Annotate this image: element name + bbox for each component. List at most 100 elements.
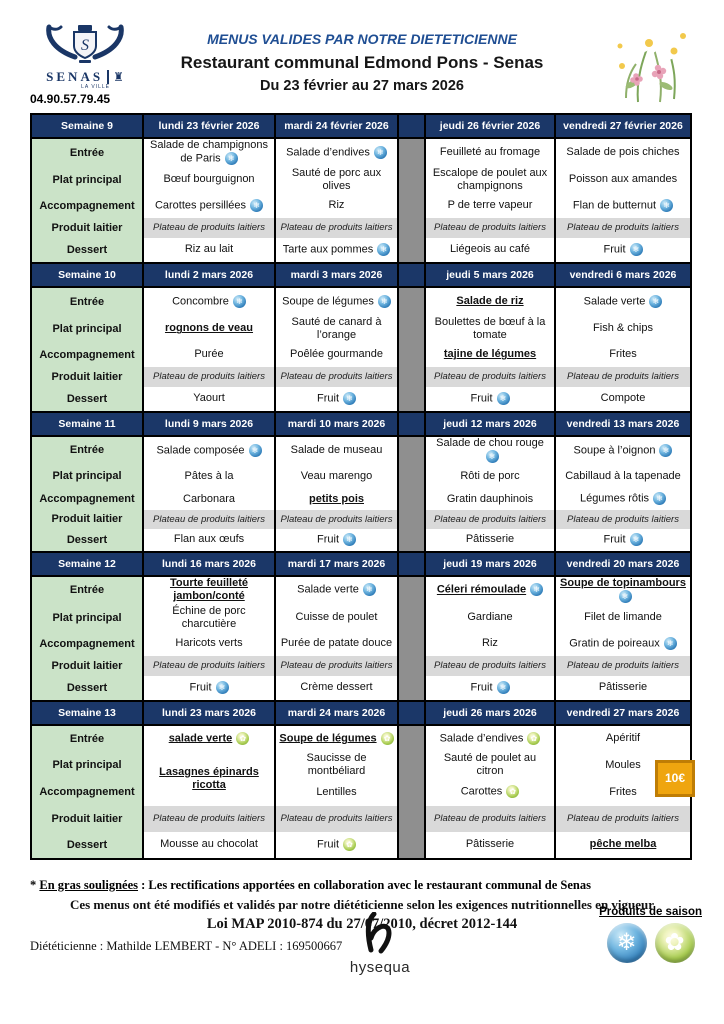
menu-item-text: P de terre vapeur: [447, 199, 533, 212]
day-header: lundi 2 mars 2026: [142, 263, 276, 288]
season-flower-icon: ✿: [527, 731, 541, 745]
menu-cell: Compote: [554, 387, 692, 412]
menu-cell: Pâtisserie: [424, 831, 556, 859]
menu-cell: salade verte ✿: [142, 724, 276, 752]
price-badge: 10€: [655, 759, 695, 797]
menu-week-table: Semaine 11 lundi 9 mars 2026 mardi 10 mars…: [30, 411, 692, 553]
logo-subtitle: LA VILLE: [81, 84, 110, 90]
menu-item-text: Mousse au chocolat: [160, 838, 258, 851]
menu-week-table: Semaine 12 lundi 16 mars 2026 mardi 17 mar…: [30, 550, 692, 702]
menu-cell: Fish & chips: [554, 315, 692, 343]
menu-cell: Soupe de légumes ❄: [274, 287, 399, 315]
document-header: S SENAS ♜ LA VILLE MENUS VALIDES PAR NOT…: [0, 0, 724, 112]
snowflake-icon: ❄: [377, 294, 391, 308]
week-name-header: Semaine 9: [30, 114, 144, 139]
day-header: vendredi 27 mars 2026: [554, 700, 692, 726]
menu-item-text: Sauté de poulet au citron: [443, 752, 537, 778]
menu-item-text: Apéritif: [605, 732, 641, 745]
menu-item-text: Riz au lait: [184, 243, 234, 256]
menu-item-text: Pâtisserie: [465, 838, 515, 851]
gap-column: [397, 287, 426, 412]
menu-cell: Salade de chou rouge❄: [424, 436, 556, 464]
menu-cell: Liégeois au café: [424, 238, 556, 263]
season-flower-icon: ✿: [236, 731, 250, 745]
day-header: lundi 23 mars 2026: [142, 700, 276, 726]
menu-cell: Rôti de porc: [424, 463, 556, 489]
gap-header: [397, 412, 426, 437]
tower-icon: ♜: [113, 70, 124, 84]
menu-item-text: Veau marengo: [300, 469, 373, 482]
day-header: jeudi 12 mars 2026: [424, 412, 556, 437]
menu-cell: Salade d’endives ✿: [424, 724, 556, 752]
menu-cell: Fruit ❄: [142, 675, 276, 701]
menu-item-text: petits pois: [308, 492, 364, 505]
menu-item-text: Gratin de poireaux: [569, 637, 660, 650]
menu-cell: Lentilles: [274, 778, 399, 806]
day-header: lundi 9 mars 2026: [142, 412, 276, 437]
row-label: Dessert: [30, 238, 144, 263]
menu-cell: Salade verte ❄: [274, 575, 399, 604]
menu-item-text: Lasagnes épinards ricotta: [159, 765, 259, 791]
menu-cell: Tourte feuilleté jambon/conté: [142, 575, 276, 604]
menu-week-table: Semaine 10 lundi 2 mars 2026 mardi 3 mars …: [30, 262, 692, 413]
week-name-header: Semaine 12: [30, 551, 144, 577]
snowflake-icon: ❄: [629, 532, 643, 546]
snowflake-icon: ❄: [343, 532, 356, 546]
winter-snowflake-icon: ❄: [606, 923, 647, 963]
week-name-header: Semaine 13: [30, 700, 144, 726]
menu-cell: Yaourt: [142, 387, 276, 412]
gap-header: [397, 700, 426, 726]
law-reference: Loi MAP 2010-874 du 27/07/2010, décret 2…: [206, 916, 518, 932]
menu-row: Produit laitier Plateau de produits laiti…: [30, 509, 692, 529]
menu-row: Entrée salade verte ✿ Soupe de légumes ✿ Sala…: [30, 724, 692, 859]
menu-row: Produit laitier Plateau de produits laiti…: [30, 218, 692, 238]
menu-cell: Escalope de poulet aux champignons: [424, 166, 556, 194]
menu-item-text: Soupe de topinambours: [560, 576, 686, 589]
menu-row: Accompagnement Purée Poêlée gourmande tajin…: [30, 343, 692, 367]
menu-item-text: Gardiane: [467, 611, 513, 624]
season-flower-icon: ✿: [380, 731, 394, 745]
menu-item-text: Escalope de poulet aux champignons: [432, 166, 548, 192]
menu-cell: Sauté de canard à l’orange: [274, 315, 399, 343]
menu-cell: Carottes ✿: [424, 778, 556, 806]
menu-cell: Poêlée gourmande: [274, 343, 399, 367]
menu-cell: Crème dessert: [274, 675, 399, 701]
menu-cell: Salade composée ❄: [142, 436, 276, 464]
menu-item-text: Boulettes de bœuf à la tomate: [434, 315, 546, 341]
menu-item-text: Gratin dauphinois: [446, 492, 534, 505]
menu-cell: Salade de museau: [274, 436, 399, 464]
menu-item-text: Purée: [194, 348, 224, 361]
menu-item-text: Saucisse de montbéliard: [306, 752, 367, 778]
menu-item-text: Salade de pois chiches: [566, 145, 680, 158]
menu-item-text: Carbonara: [183, 492, 235, 505]
row-label: Produit laitier: [30, 367, 144, 387]
menu-item-text: Fruit: [603, 533, 626, 546]
senas-logo: S SENAS ♜ LA VILLE: [42, 24, 128, 90]
menu-item-text: Frites: [609, 348, 637, 361]
menu-cell: Fruit ❄: [424, 387, 556, 412]
menu-cell: pêche melba: [554, 831, 692, 859]
day-header: jeudi 19 mars 2026: [424, 551, 556, 577]
row-label: Produit laitier: [30, 218, 144, 238]
menu-cell: Feuilleté au fromage: [424, 138, 556, 166]
menu-item-text: Poêlée gourmande: [290, 348, 383, 361]
menu-cell: Pâtisserie: [424, 528, 556, 552]
day-header: jeudi 26 février 2026: [424, 114, 556, 139]
menu-cell: Mousse au chocolat: [142, 831, 276, 859]
snowflake-icon: ❄: [250, 199, 264, 213]
hysequa-h-icon: [365, 911, 392, 954]
menu-row: Produit laitier Plateau de produits laiti…: [30, 655, 692, 676]
row-label: Plat principal: [30, 166, 144, 194]
row-label: Dessert: [30, 831, 144, 859]
row-label: Produit laitier: [30, 655, 144, 676]
menu-item-text: Riz: [482, 637, 498, 650]
menu-item-text: Cabillaud à la tapenade: [565, 469, 681, 482]
menu-item-text: Fruit: [603, 243, 626, 256]
menu-item-text: Feuilleté au fromage: [439, 145, 541, 158]
menu-item-text: Salade d’endives: [286, 146, 370, 159]
gap-column: [397, 436, 426, 552]
snowflake-icon: ❄: [530, 583, 544, 597]
menu-row: Plat principal Échine de porc charcutière…: [30, 603, 692, 632]
menu-cell: Cuisse de poulet: [274, 603, 399, 632]
menu-row: Accompagnement Lentilles Carottes ✿ Frites: [30, 778, 692, 806]
